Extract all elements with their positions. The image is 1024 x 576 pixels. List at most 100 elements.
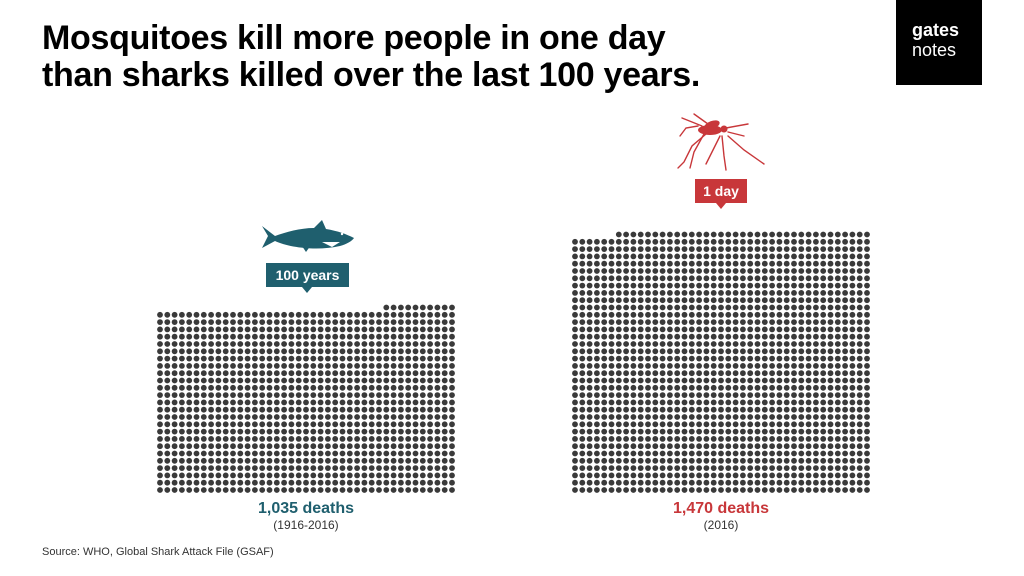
death-dot	[732, 399, 739, 406]
death-dot	[317, 465, 324, 471]
death-dot	[623, 253, 629, 260]
death-dot	[303, 428, 309, 435]
death-dot	[208, 450, 215, 457]
death-dot	[579, 260, 586, 267]
death-dot	[674, 231, 681, 238]
death-dot	[718, 282, 724, 289]
death-dot	[164, 472, 171, 479]
death-dot	[710, 421, 717, 428]
death-dot	[244, 333, 251, 340]
death-dot	[827, 428, 834, 435]
death-dot	[164, 479, 171, 486]
death-dot	[791, 246, 797, 253]
death-dot	[827, 297, 834, 304]
death-dot	[630, 341, 637, 347]
death-dot	[747, 377, 754, 384]
death-dot	[441, 363, 448, 369]
death-dot	[215, 428, 222, 435]
death-dot	[434, 384, 441, 391]
death-dot	[813, 333, 819, 340]
death-dot	[659, 355, 666, 362]
death-dot	[856, 297, 863, 304]
death-dot	[674, 479, 681, 486]
death-dot	[827, 479, 834, 486]
death-dot	[747, 370, 754, 377]
death-dot	[252, 377, 258, 384]
death-dot	[740, 377, 746, 384]
death-dot	[288, 472, 295, 479]
gates-notes-logo[interactable]: gates notes	[896, 0, 982, 85]
death-dot	[864, 326, 870, 333]
death-dot	[427, 304, 433, 311]
death-dot	[208, 406, 215, 413]
death-dot	[652, 370, 659, 377]
death-dot	[427, 377, 433, 384]
death-dot	[747, 392, 754, 398]
death-dot	[230, 465, 236, 471]
death-dot	[856, 363, 863, 369]
death-dot	[288, 319, 295, 325]
death-dot	[732, 450, 739, 457]
death-dot	[252, 326, 258, 333]
death-dot	[827, 304, 834, 311]
death-dot	[346, 341, 353, 347]
death-dot	[798, 450, 805, 457]
death-dot	[594, 414, 600, 420]
death-dot	[266, 384, 273, 391]
death-dot	[732, 290, 739, 296]
death-dot	[586, 260, 593, 267]
death-dot	[769, 341, 775, 347]
death-dot	[842, 421, 848, 428]
death-dot	[652, 231, 659, 238]
death-dot	[164, 333, 171, 340]
death-dot	[317, 428, 324, 435]
death-dot	[696, 421, 702, 428]
death-dot	[710, 436, 717, 442]
death-dot	[419, 370, 426, 377]
death-dot	[856, 370, 863, 377]
death-dot	[798, 253, 805, 260]
death-dot	[718, 231, 724, 238]
death-dot	[441, 421, 448, 428]
death-dot	[273, 311, 280, 318]
death-dot	[688, 472, 695, 479]
death-dot	[834, 399, 841, 406]
death-dot	[317, 487, 324, 493]
death-dot	[637, 384, 644, 391]
death-dot	[791, 297, 797, 304]
death-dot	[659, 472, 666, 479]
death-dot	[725, 450, 732, 457]
death-dot	[681, 311, 688, 318]
death-dot	[769, 290, 775, 296]
death-dot	[193, 443, 200, 450]
death-dot	[674, 238, 681, 245]
death-dot	[601, 275, 608, 282]
death-dot	[295, 392, 302, 398]
death-dot	[615, 450, 622, 457]
shark-icon	[262, 220, 354, 252]
death-dot	[703, 421, 710, 428]
death-dot	[652, 392, 659, 398]
death-dot	[208, 487, 215, 493]
death-dot	[776, 450, 783, 457]
death-dot	[842, 472, 848, 479]
death-dot	[266, 377, 273, 384]
death-dot	[230, 457, 236, 464]
death-dot	[208, 348, 215, 355]
death-dot	[776, 333, 783, 340]
death-dot	[398, 355, 404, 362]
death-dot	[710, 275, 717, 282]
death-dot	[856, 450, 863, 457]
death-dot	[747, 319, 754, 325]
death-dot	[317, 348, 324, 355]
death-dot	[652, 260, 659, 267]
death-dot	[813, 326, 819, 333]
death-dot	[179, 414, 185, 420]
death-dot	[630, 319, 637, 325]
death-dot	[718, 384, 724, 391]
death-dot	[761, 377, 768, 384]
death-dot	[325, 363, 331, 369]
death-dot	[419, 384, 426, 391]
death-dot	[776, 436, 783, 442]
death-dot	[310, 457, 317, 464]
